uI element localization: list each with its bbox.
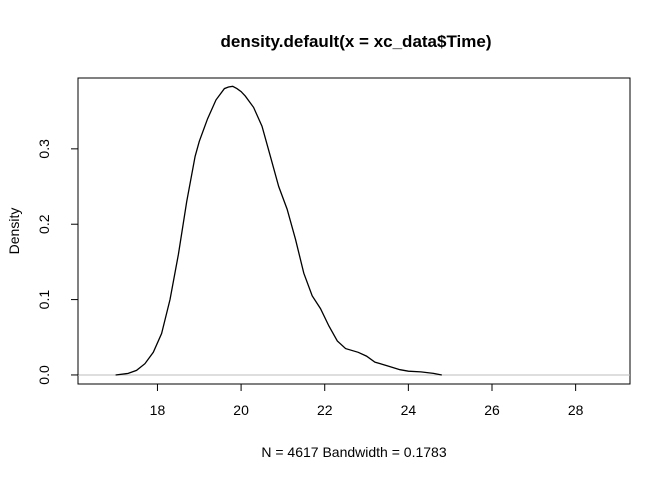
x-tick-label: 24 [401,402,417,418]
y-axis: 0.0 0.1 0.2 0.3 [36,139,79,385]
x-axis-label: N = 4617 Bandwidth = 0.1783 [261,444,446,460]
x-tick-label: 26 [484,402,500,418]
y-tick-label: 0.1 [36,290,52,310]
x-axis: 18 20 22 24 26 28 [150,383,584,418]
density-curve [115,85,442,376]
y-tick-label: 0.3 [36,139,52,159]
plot-frame [77,77,631,385]
y-axis-label: Density [6,208,22,255]
y-tick-label: 0.0 [36,365,52,385]
x-tick-label: 22 [317,402,333,418]
x-tick-label: 18 [150,402,166,418]
y-tick-label: 0.2 [36,214,52,234]
chart-title: density.default(x = xc_data$Time) [221,32,492,51]
x-tick-label: 28 [568,402,584,418]
x-tick-label: 20 [233,402,249,418]
